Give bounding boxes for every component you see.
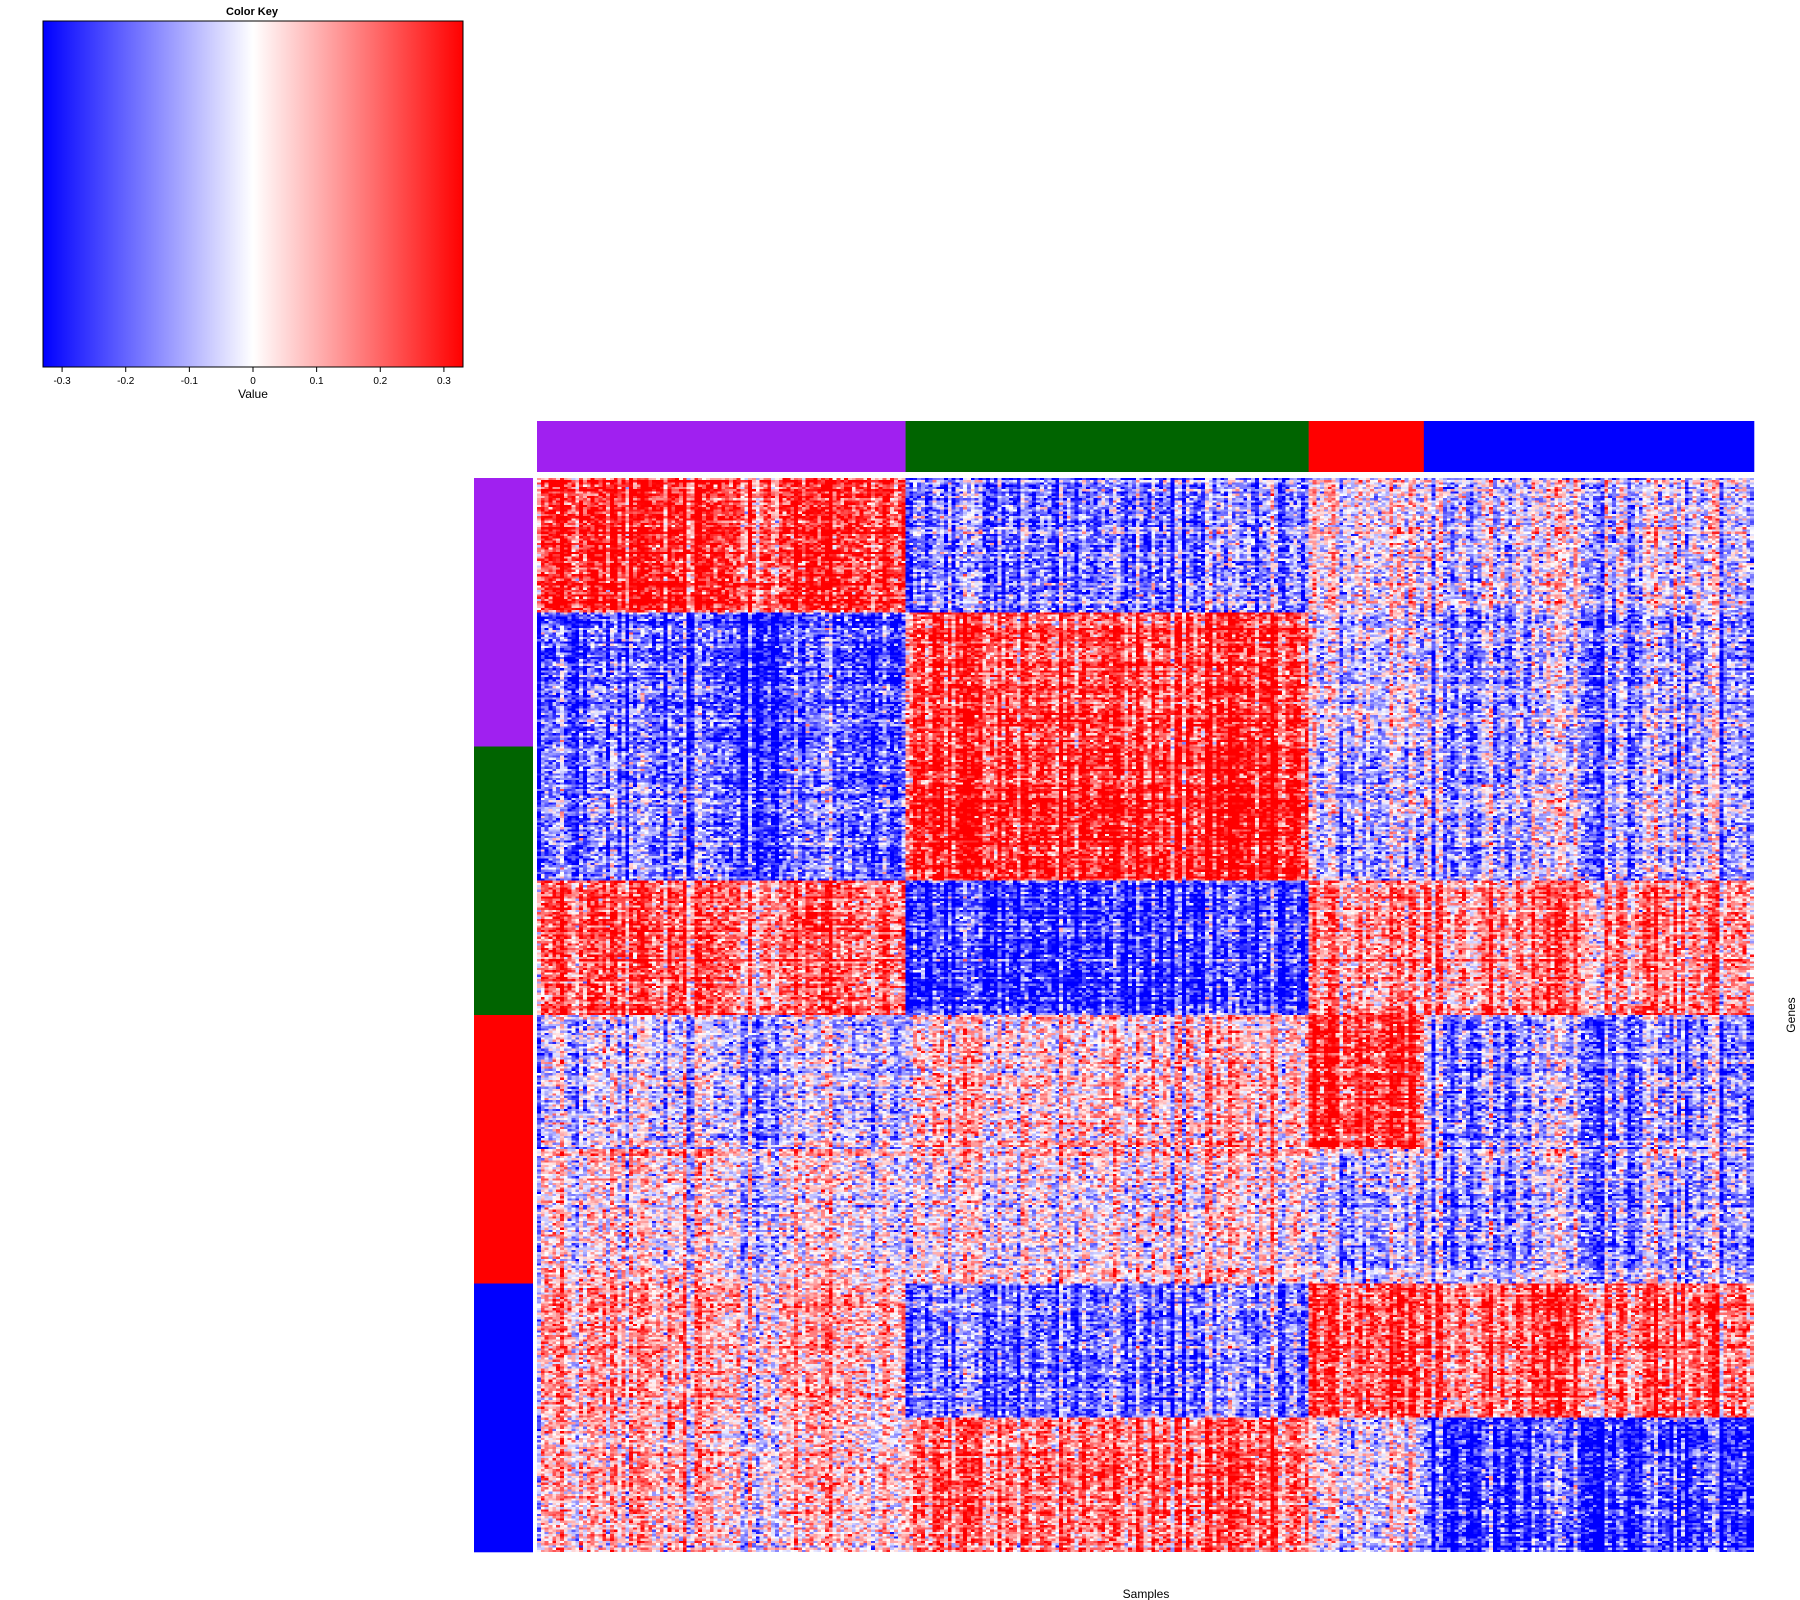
heatmap-cells	[537, 478, 1754, 1552]
heatmap-matrix	[537, 478, 1754, 1552]
color-key-tick-label: -0.2	[117, 376, 135, 387]
color-key-tick-label: -0.1	[181, 376, 199, 387]
color-key-xlabel: Value	[238, 387, 268, 401]
color-key-tick-label: -0.3	[53, 376, 71, 387]
y-axis-label: Genes	[1784, 997, 1798, 1032]
row-group-bar	[474, 1283, 533, 1553]
row-side-colors	[474, 478, 533, 1553]
column-group-bar	[905, 421, 1309, 472]
color-key-gradient	[42, 20, 464, 368]
color-key: Color Key -0.3 -0.2 -0.1 0 0.1 0.2 0.3 Value	[42, 6, 464, 401]
color-key-tick-label: 0.3	[437, 376, 451, 387]
column-group-bar	[537, 421, 906, 472]
color-key-tick-label: 0.1	[310, 376, 324, 387]
row-group-bar	[474, 746, 533, 1016]
row-group-bar	[474, 1015, 533, 1284]
color-key-ticks: -0.3 -0.2 -0.1 0 0.1 0.2 0.3	[53, 367, 451, 387]
color-key-tick-label: 0.2	[373, 376, 387, 387]
row-group-bar	[474, 478, 533, 747]
column-group-bar	[1423, 421, 1755, 472]
x-axis-label: Samples	[1123, 1587, 1170, 1600]
color-key-tick-label: 0	[250, 376, 256, 387]
column-side-colors	[537, 421, 1755, 472]
column-group-bar	[1308, 421, 1425, 472]
color-key-title: Color Key	[226, 6, 279, 18]
